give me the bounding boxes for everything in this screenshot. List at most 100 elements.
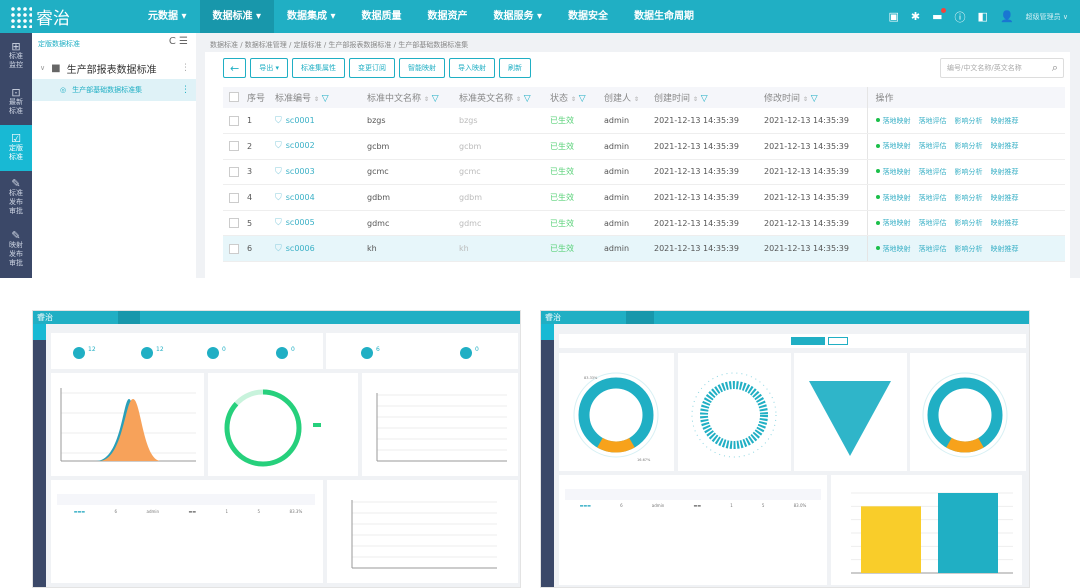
filter-icon[interactable]: ▽ (700, 94, 708, 104)
action-mapping-recommend[interactable]: 映射推荐 (990, 244, 1019, 253)
standard-code-link[interactable]: sc0005 (285, 218, 315, 228)
user-icon[interactable]: 👤 (999, 10, 1014, 23)
filter-icon[interactable]: ▽ (523, 94, 531, 104)
nav-data-security[interactable]: 数据安全 (568, 11, 609, 22)
logo-text: 睿治 (36, 9, 70, 29)
action-impact-analysis[interactable]: 影响分析 (954, 244, 983, 253)
table-row[interactable]: 1 ⛉ sc0001 bzgs bzgs 已生效 admin 2021-12-13… (223, 108, 1065, 135)
col-creator[interactable]: 创建人 ⇕ (604, 87, 654, 108)
action-mapping-recommend[interactable]: 映射推荐 (990, 167, 1019, 176)
action-landing-eval[interactable]: 落地评估 (918, 244, 947, 253)
action-mapping-recommend[interactable]: 映射推荐 (990, 142, 1019, 151)
nav-data-quality[interactable]: 数据质量 (361, 11, 402, 22)
row-checkbox[interactable] (229, 243, 239, 254)
sidebar-item-publish-approval[interactable]: ✎ 标准 发布 审批 (0, 171, 32, 223)
standard-code-link[interactable]: sc0001 (285, 115, 315, 125)
action-mapping-recommend[interactable]: 映射推荐 (990, 193, 1019, 202)
filter-icon[interactable]: ▽ (810, 94, 818, 104)
row-checkbox[interactable] (229, 192, 239, 203)
sidebar-item-monitor[interactable]: ⊞ 标准 监控 (0, 33, 32, 79)
select-all-checkbox[interactable] (229, 92, 239, 103)
sidebar-item-mapping-approval[interactable]: ✎ 映射 发布 审批 (0, 223, 32, 275)
col-created[interactable]: 创建时间 ⇕ ▽ (654, 87, 764, 108)
table-row[interactable]: 2 ⛉ sc0002 gcbm gcbm 已生效 admin 2021-12-13… (223, 133, 1065, 160)
action-impact-analysis[interactable]: 影响分析 (954, 193, 983, 202)
action-impact-analysis[interactable]: 影响分析 (954, 219, 983, 228)
row-checkbox[interactable] (229, 166, 239, 177)
action-impact-analysis[interactable]: 影响分析 (954, 116, 983, 125)
more-icon[interactable]: ⋮ (181, 85, 190, 95)
subscribe-button[interactable]: 变更订阅 (348, 58, 395, 78)
nav-data-assets[interactable]: 数据资产 (427, 11, 468, 22)
collapse-icon[interactable]: ☰ (179, 36, 188, 47)
row-checkbox[interactable] (229, 218, 239, 229)
screen-icon[interactable]: ▣ (888, 10, 899, 23)
nav-metadata[interactable]: 元数据 ▾ (148, 11, 187, 22)
message-icon[interactable]: ▬ (932, 8, 947, 23)
col-status[interactable]: 状态 ⇕ ▽ (550, 87, 604, 108)
sort-icon[interactable]: ⇕ (570, 96, 576, 103)
nav-data-standard[interactable]: 数据标准 ▾ (199, 0, 275, 33)
sort-icon[interactable]: ⇕ (515, 96, 521, 103)
action-mapping-recommend[interactable]: 映射推荐 (990, 116, 1019, 125)
standard-code-link[interactable]: sc0006 (285, 243, 315, 253)
action-landing-mapping[interactable]: 落地映射 (882, 219, 911, 228)
import-mapping-button[interactable]: 导入映射 (448, 58, 495, 78)
table-row[interactable]: 6 ⛉ sc0006 kh kh 已生效 admin 2021-12-13 14:… (223, 235, 1065, 263)
smart-mapping-button[interactable]: 智能映射 (398, 58, 445, 78)
sort-icon[interactable]: ⇕ (313, 96, 319, 103)
action-landing-eval[interactable]: 落地评估 (918, 219, 947, 228)
user-menu[interactable]: 超级管理员 ∨ (1025, 12, 1068, 21)
set-properties-button[interactable]: 标准集属性 (291, 58, 345, 78)
sort-icon[interactable]: ⇕ (423, 96, 429, 103)
nav-data-lifecycle[interactable]: 数据生命周期 (634, 11, 695, 22)
table-row[interactable]: 5 ⛉ sc0005 gdmc gdmc 已生效 admin 2021-12-13… (223, 210, 1065, 237)
gear-icon[interactable]: ✱ (910, 10, 921, 23)
table-row[interactable]: 4 ⛉ sc0004 gdbm gdbm 已生效 admin 2021-12-13… (223, 184, 1065, 211)
col-en-name[interactable]: 标准英文名称 ⇕ ▽ (459, 87, 550, 108)
action-landing-mapping[interactable]: 落地映射 (882, 244, 911, 253)
chevron-down-icon[interactable]: ∨ (40, 64, 46, 72)
standard-code-link[interactable]: sc0004 (285, 192, 315, 202)
action-landing-eval[interactable]: 落地评估 (918, 116, 947, 125)
sort-icon[interactable]: ⇕ (802, 96, 808, 103)
action-landing-mapping[interactable]: 落地映射 (882, 142, 911, 151)
action-landing-mapping[interactable]: 落地映射 (882, 167, 911, 176)
row-checkbox[interactable] (229, 141, 239, 152)
board-icon[interactable]: ◧ (977, 10, 988, 23)
refresh-button[interactable]: 刷新 (498, 58, 531, 78)
refresh-icon[interactable]: C (168, 36, 176, 47)
search-input[interactable]: 编号/中文名称/英文名称 ⌕ (940, 58, 1064, 78)
export-button[interactable]: 导出 ▾ (250, 58, 288, 78)
action-landing-eval[interactable]: 落地评估 (918, 142, 947, 151)
search-icon[interactable]: ⌕ (1051, 61, 1058, 74)
action-impact-analysis[interactable]: 影响分析 (954, 167, 983, 176)
tree-node-child[interactable]: ◎ 生产部基础数据标准集 ⋮ (32, 79, 196, 101)
nav-data-service[interactable]: 数据服务 ▾ (493, 11, 543, 22)
filter-icon[interactable]: ▽ (431, 94, 439, 104)
action-mapping-recommend[interactable]: 映射推荐 (990, 219, 1019, 228)
sort-icon[interactable]: ⇕ (633, 96, 639, 103)
sort-icon[interactable]: ⇕ (692, 96, 698, 103)
nav-data-integration[interactable]: 数据集成 ▾ (287, 11, 336, 22)
col-cn-name[interactable]: 标准中文名称 ⇕ ▽ (367, 87, 459, 108)
standard-code-link[interactable]: sc0002 (285, 141, 315, 151)
sidebar-item-final[interactable]: ☑ 定版 标准 (0, 125, 32, 171)
action-landing-eval[interactable]: 落地评估 (918, 193, 947, 202)
filter-icon[interactable]: ▽ (578, 94, 586, 104)
info-icon[interactable]: ⓘ (954, 10, 966, 24)
col-code[interactable]: 标准编号 ⇕ ▽ (275, 87, 367, 108)
action-landing-mapping[interactable]: 落地映射 (882, 116, 911, 125)
tree-node-root[interactable]: ∨ ■ 生产部报表数据标准 ⋮ (32, 57, 196, 79)
action-impact-analysis[interactable]: 影响分析 (954, 142, 983, 151)
back-button[interactable]: ← (223, 58, 247, 78)
action-landing-eval[interactable]: 落地评估 (918, 167, 947, 176)
action-landing-mapping[interactable]: 落地映射 (882, 193, 911, 202)
sidebar-item-latest[interactable]: ⊡ 最新 标准 (0, 79, 32, 125)
col-modified[interactable]: 修改时间 ⇕ ▽ (764, 87, 867, 108)
table-row[interactable]: 3 ⛉ sc0003 gcmc gcmc 已生效 admin 2021-12-13… (223, 159, 1065, 186)
row-checkbox[interactable] (229, 115, 239, 126)
filter-icon[interactable]: ▽ (321, 94, 329, 104)
standard-code-link[interactable]: sc0003 (285, 166, 315, 176)
more-icon[interactable]: ⋮ (181, 63, 190, 73)
